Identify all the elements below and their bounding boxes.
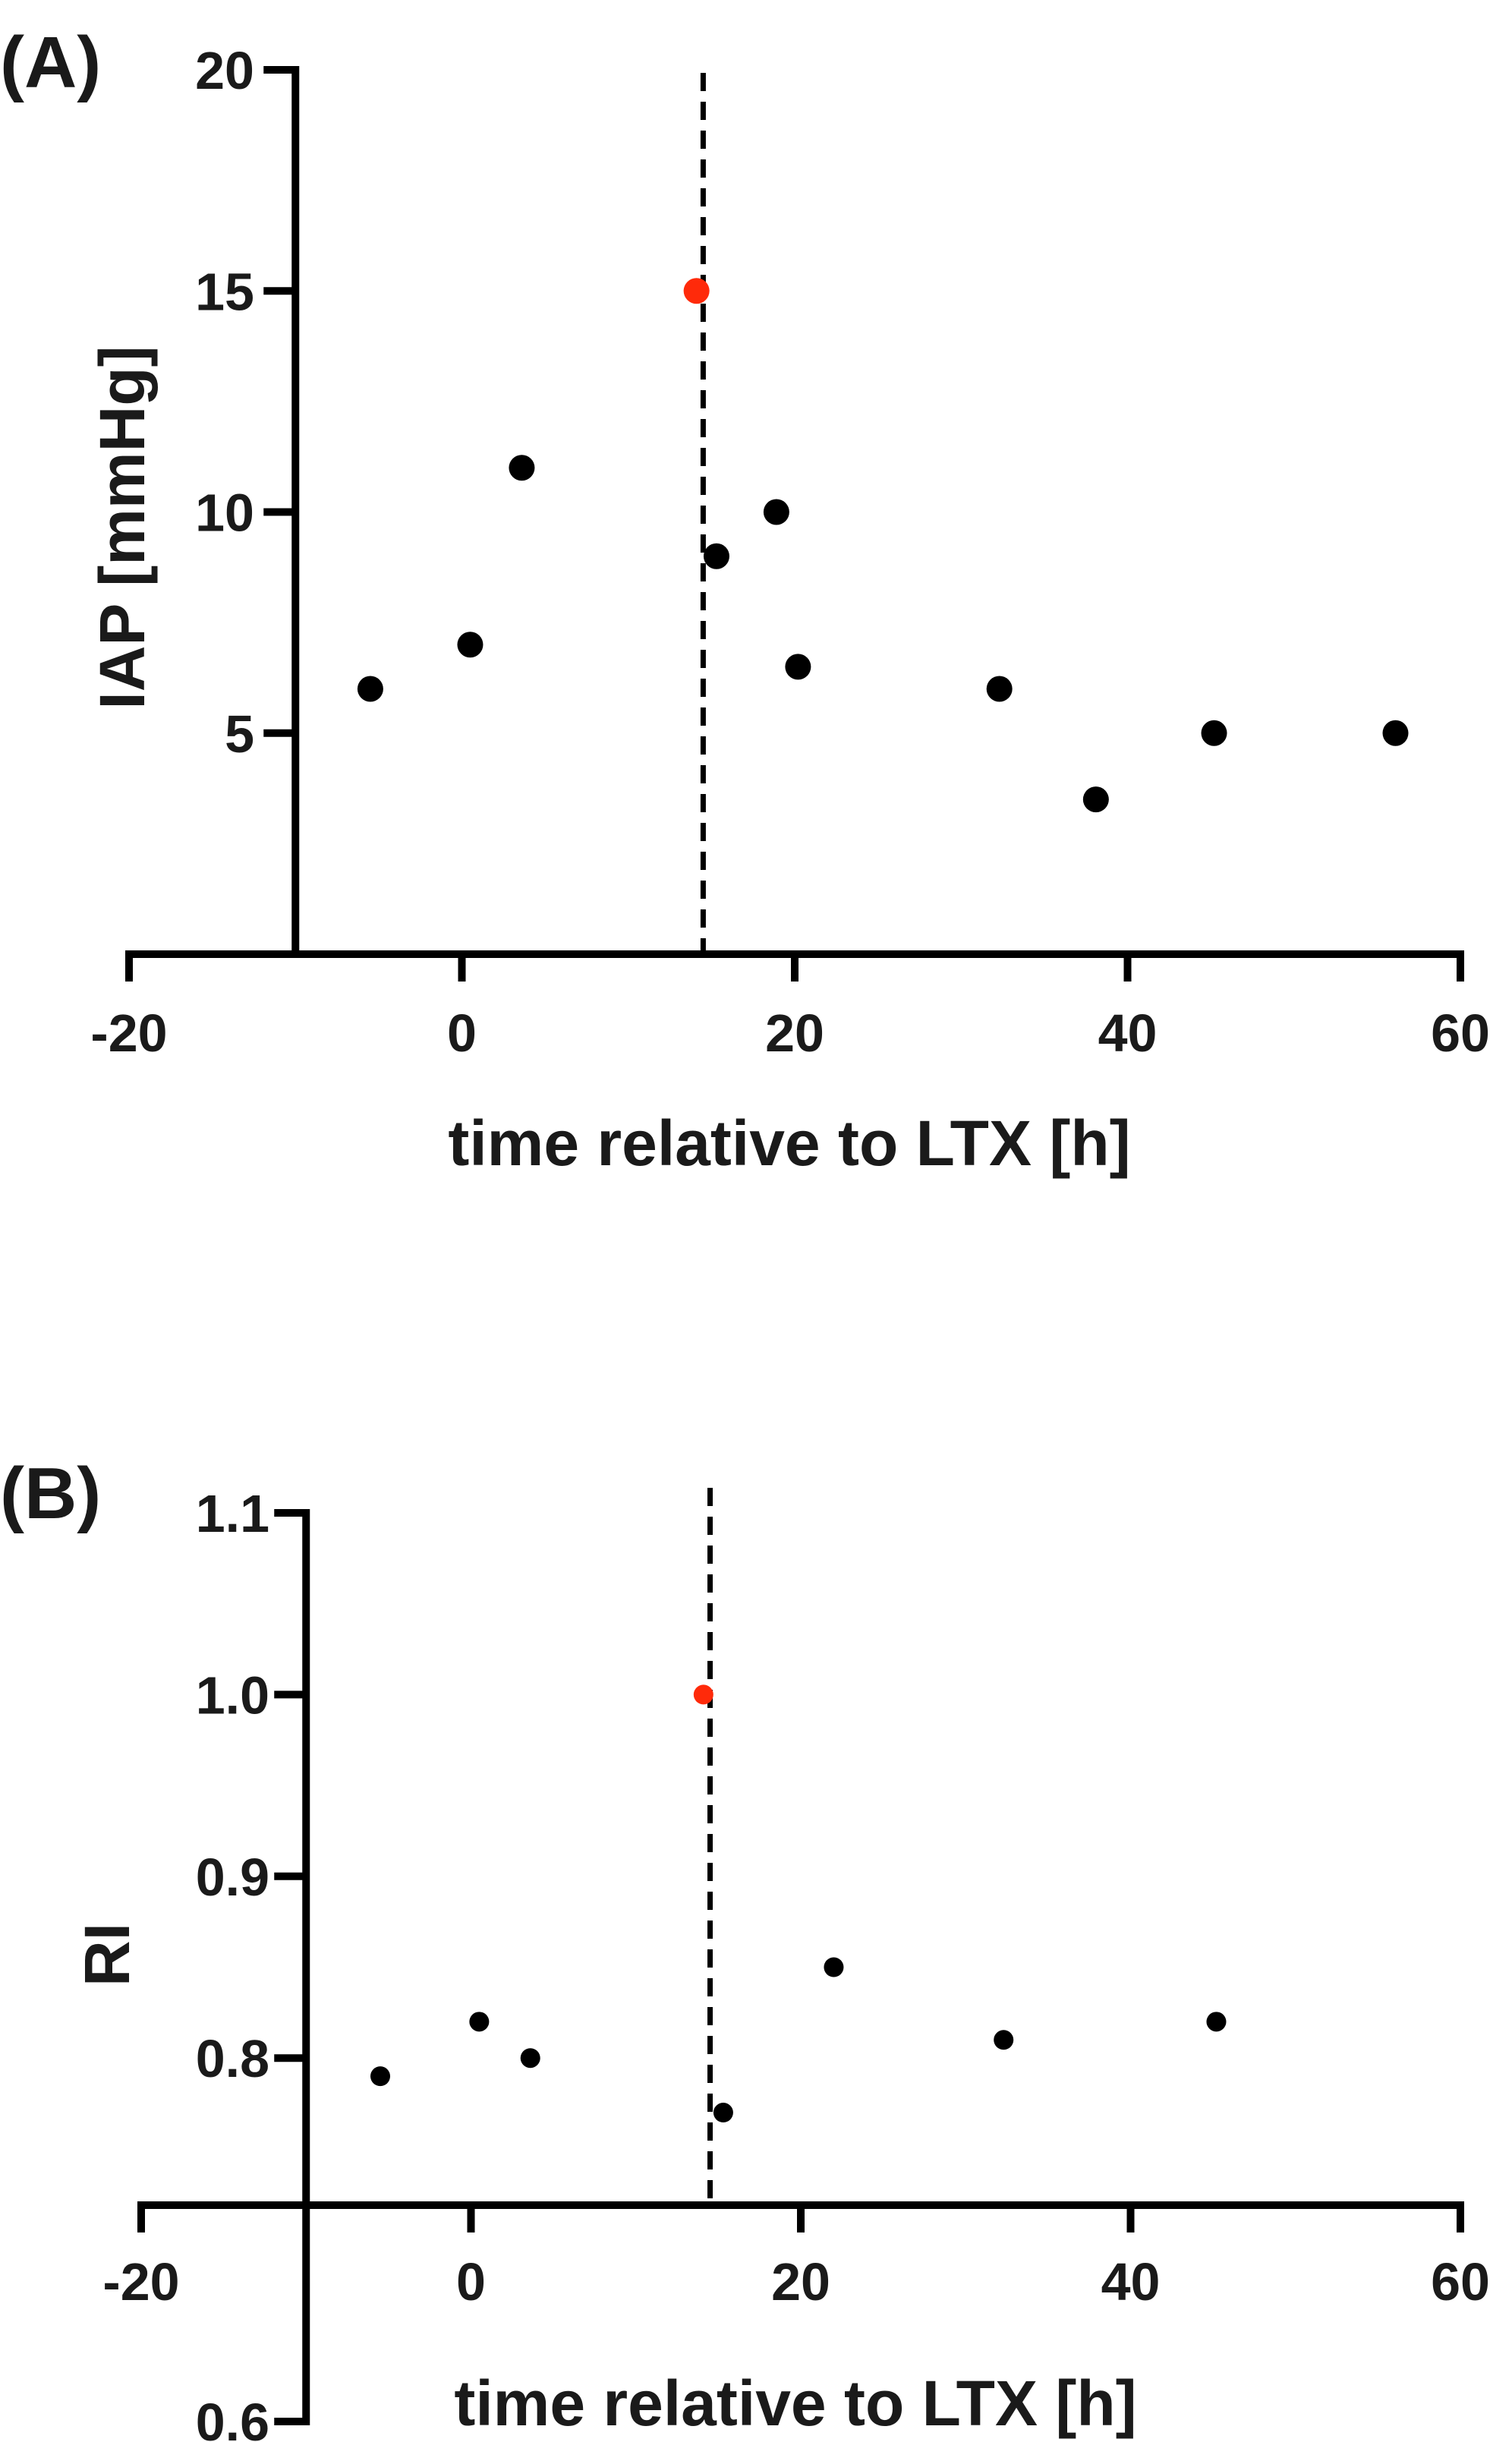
- panel-b-y-tick-label: 1.1: [196, 1484, 269, 1543]
- panel-b-y-tick-label: 0.8: [196, 2029, 269, 2088]
- panel-b-x-tick-label: -20: [102, 2252, 179, 2311]
- panel-a-data-point: [785, 654, 811, 680]
- panel-b-data-point: [1206, 2012, 1227, 2032]
- panel-b-y-axis: 0.6 0.8 0.9 1.0 1.1: [196, 1484, 310, 2442]
- panel-b-data-point: [520, 2048, 540, 2069]
- panel-a-x-tick-label: 20: [765, 1004, 824, 1063]
- panel-b-y-tick-label: 0.6: [196, 2393, 269, 2442]
- panel-a-label: (A): [0, 22, 101, 103]
- panel-a-points: [357, 278, 1409, 813]
- panel-a-y-axis: 5 10 15 20: [195, 41, 300, 958]
- panel-a-x-tick-label: 40: [1098, 1004, 1158, 1063]
- panel-b: (B) 0.6 0.8 0.9 1.0 1.1 -20 0 20 40 60 time rela…: [0, 1453, 1490, 2442]
- panel-a-data-point: [1201, 720, 1227, 746]
- panel-b-data-point: [994, 2030, 1014, 2050]
- panel-b-x-tick-label: 60: [1431, 2252, 1490, 2311]
- panel-b-x-tick-label: 20: [771, 2252, 830, 2311]
- panel-a-x-axis: -20 0 20 40 60: [90, 950, 1490, 1063]
- panel-a-data-point: [703, 543, 729, 569]
- panel-a-data-point: [509, 455, 535, 481]
- panel-a-y-tick-label: 10: [195, 484, 254, 543]
- panel-a-data-point: [986, 676, 1013, 702]
- panel-a-data-point: [1082, 786, 1109, 813]
- panel-a-data-point: [1382, 720, 1409, 746]
- panel-a-highlight-point: [683, 278, 710, 304]
- panel-a-y-axis-title: IAP [mmHg]: [87, 345, 158, 709]
- panel-a-data-point: [357, 676, 383, 702]
- panel-a-x-axis-title: time relative to LTX [h]: [448, 1108, 1130, 1179]
- panel-b-data-point: [370, 2066, 391, 2087]
- panel-b-data-point: [824, 1957, 844, 1977]
- panel-a-data-point: [457, 632, 484, 658]
- panel-b-x-tick-label: 40: [1101, 2252, 1161, 2311]
- panel-a-x-tick-label: -20: [90, 1004, 167, 1063]
- panel-b-y-axis-title: RI: [71, 1923, 143, 1987]
- panel-a-y-tick-label: 15: [195, 262, 254, 321]
- panel-b-label: (B): [0, 1453, 101, 1534]
- panel-b-x-tick-label: 0: [456, 2252, 486, 2311]
- panel-a: (A) 5 10 15 20 -20 0 20 40 60 time relative to …: [0, 22, 1490, 1179]
- panel-b-x-axis-title: time relative to LTX [h]: [454, 2368, 1136, 2439]
- panel-a-x-tick-label: 60: [1431, 1004, 1490, 1063]
- panel-a-data-point: [763, 499, 789, 525]
- panel-b-y-tick-label: 1.0: [196, 1665, 269, 1725]
- panel-b-data-point: [713, 2103, 733, 2123]
- panel-b-x-axis: -20 0 20 40 60: [102, 2201, 1490, 2311]
- panel-b-data-point: [469, 2012, 490, 2032]
- panel-b-y-tick-label: 0.9: [196, 1848, 269, 1907]
- panel-b-highlight-point: [693, 1684, 713, 1705]
- panel-a-y-tick-label: 20: [195, 41, 254, 100]
- panel-b-points: [370, 1684, 1227, 2123]
- panel-a-x-tick-label: 0: [447, 1004, 477, 1063]
- panel-a-y-tick-label: 5: [225, 704, 254, 764]
